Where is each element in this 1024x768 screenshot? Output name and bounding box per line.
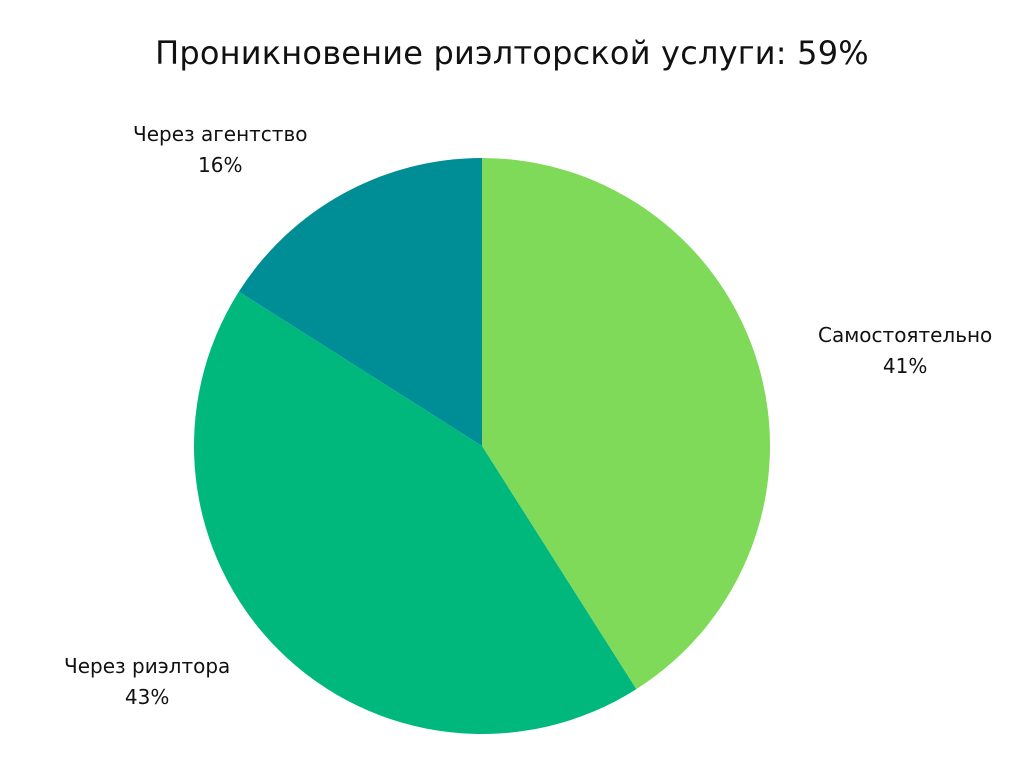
slice-label-1: Самостоятельно 41%: [818, 320, 992, 382]
chart-title: Проникновение риэлторской услуги: 59%: [155, 34, 869, 72]
pie-slice-3: [238, 158, 482, 446]
pie-slice-2: [193, 291, 637, 735]
slice-label-name: Самостоятельно: [818, 323, 993, 347]
slice-label-value: 16%: [198, 153, 243, 177]
pie-slice-1: [482, 158, 771, 690]
slice-label-name: Через риэлтора: [64, 654, 231, 678]
slice-label-2: Через риэлтора 43%: [64, 651, 230, 713]
slice-label-value: 41%: [882, 354, 928, 378]
slice-label-name: Через агентство: [133, 122, 308, 146]
slice-label-3: Через агентство 16%: [133, 119, 307, 181]
slice-label-value: 43%: [124, 685, 170, 709]
